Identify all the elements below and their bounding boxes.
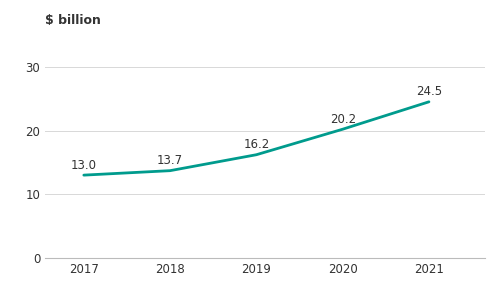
Text: 16.2: 16.2 <box>244 138 270 151</box>
Text: 13.0: 13.0 <box>71 159 97 172</box>
Text: 20.2: 20.2 <box>330 113 356 126</box>
Text: 13.7: 13.7 <box>157 154 184 167</box>
Text: $ billion: $ billion <box>45 14 101 27</box>
Text: 24.5: 24.5 <box>416 85 442 98</box>
